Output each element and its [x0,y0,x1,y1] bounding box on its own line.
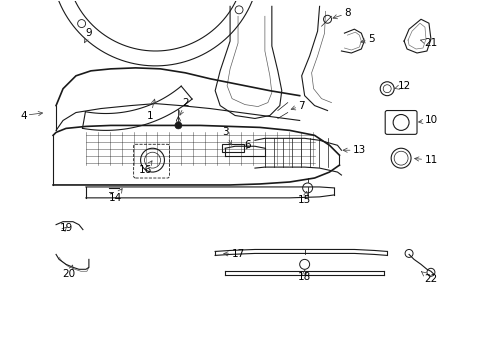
Text: 10: 10 [418,116,438,126]
Text: 8: 8 [333,8,351,19]
Text: 19: 19 [59,222,73,233]
Text: 22: 22 [421,272,438,284]
Text: 2: 2 [180,98,189,115]
Text: 21: 21 [420,38,438,48]
Text: 5: 5 [361,34,374,44]
Text: 1: 1 [147,99,156,121]
Text: 20: 20 [62,265,75,279]
Text: 13: 13 [343,145,366,155]
Bar [222,144,244,152]
Text: 11: 11 [415,155,438,165]
Text: 17: 17 [224,249,245,260]
Text: 3: 3 [222,127,231,145]
Text: 7: 7 [291,100,305,111]
Text: 14: 14 [109,189,122,203]
Text: 6: 6 [245,140,251,150]
Text: 4: 4 [20,111,43,121]
Text: 12: 12 [394,81,411,91]
Circle shape [175,122,182,129]
Text: 16: 16 [139,161,152,175]
Text: 9: 9 [84,28,92,43]
Text: 18: 18 [298,269,311,282]
Text: 15: 15 [298,192,311,205]
